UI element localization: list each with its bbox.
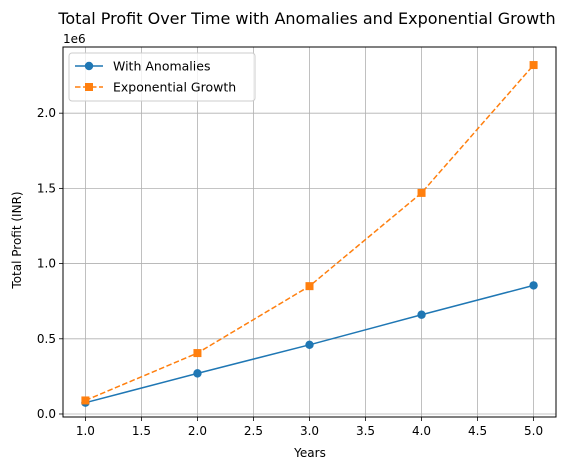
y-tick-label: 2.0 <box>37 106 56 120</box>
y-tick-label: 0.5 <box>37 332 56 346</box>
legend-marker-2 <box>85 83 93 91</box>
legend-label-1: With Anomalies <box>113 59 210 74</box>
ticks: 1.0 1.5 2.0 2.5 3.0 3.5 4.0 4.5 5.0 0.0 0.5 1.0 1.5 2… <box>37 106 543 438</box>
x-tick-label: 2.0 <box>188 424 207 438</box>
y-axis-label: Total Profit (INR) <box>10 191 24 289</box>
grid <box>63 47 556 417</box>
x-axis-label: Years <box>293 446 326 460</box>
x-tick-label: 1.5 <box>132 424 151 438</box>
x-tick-label: 2.5 <box>244 424 263 438</box>
legend-marker-1 <box>84 61 94 71</box>
legend-label-2: Exponential Growth <box>113 80 236 95</box>
legend: With Anomalies Exponential Growth <box>68 52 256 102</box>
data-point <box>529 61 538 70</box>
data-point <box>305 282 314 291</box>
y-offset-label: 1e6 <box>63 32 86 46</box>
x-tick-label: 3.5 <box>356 424 375 438</box>
y-tick-label: 0.0 <box>37 407 56 421</box>
data-point <box>305 340 314 350</box>
data-point <box>529 281 538 290</box>
legend-box <box>68 52 256 102</box>
y-tick-label: 1.0 <box>37 257 56 271</box>
chart-title: Total Profit Over Time with Anomalies an… <box>57 9 555 28</box>
series-layer <box>81 61 538 407</box>
x-tick-label: 3.0 <box>300 424 319 438</box>
y-tick-label: 1.5 <box>37 181 56 195</box>
data-point <box>193 369 202 378</box>
data-point <box>193 349 202 358</box>
x-tick-label: 4.0 <box>412 424 431 438</box>
data-point <box>417 310 426 319</box>
x-tick-label: 5.0 <box>524 424 543 438</box>
x-tick-label: 1.0 <box>76 424 95 438</box>
data-point <box>417 188 426 197</box>
data-point <box>81 396 90 405</box>
x-tick-label: 4.5 <box>468 424 487 438</box>
